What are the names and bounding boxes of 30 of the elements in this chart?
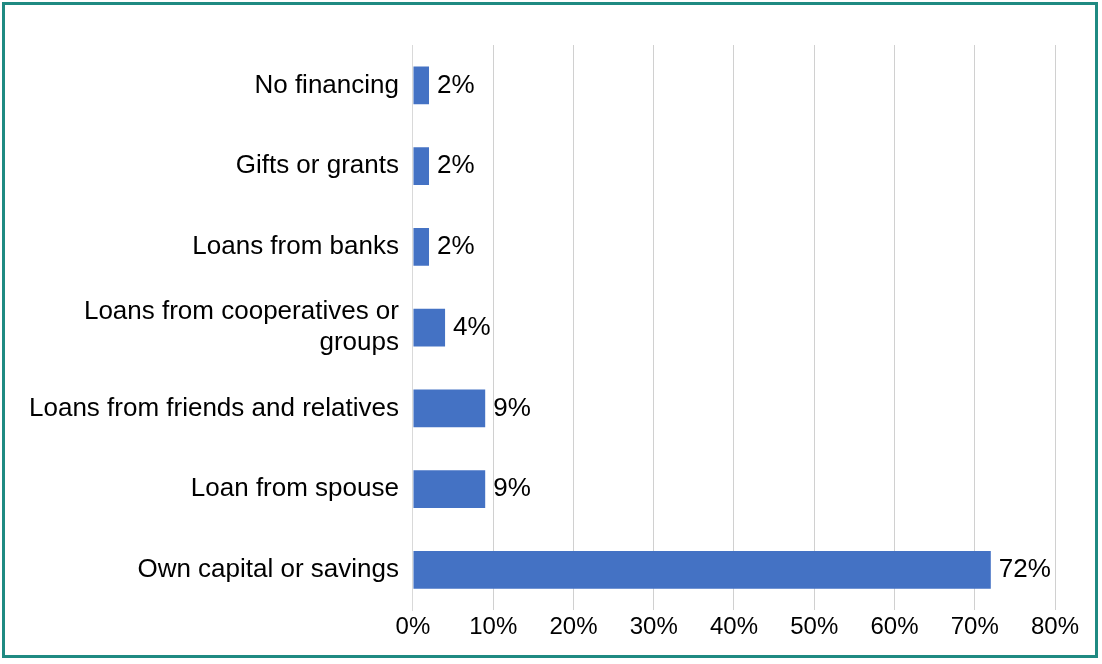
bar [413, 389, 486, 428]
x-tick-label: 10% [469, 612, 518, 640]
bar [413, 470, 486, 508]
y-tick-label: Gifts or grants [235, 149, 399, 180]
data-label: 2% [437, 230, 475, 261]
y-tick-label: Loans from banks [192, 230, 399, 261]
bar [413, 227, 430, 266]
bar [413, 66, 430, 105]
y-tick-label: Loans from friends and relatives [29, 391, 399, 422]
y-tick-label: No financing [254, 68, 399, 99]
x-tick-label: 70% [950, 612, 999, 640]
bar [413, 550, 991, 589]
data-label: 9% [493, 472, 531, 503]
x-tick-label: 60% [870, 612, 919, 640]
x-tick-label: 30% [629, 612, 678, 640]
bar [413, 308, 446, 347]
y-tick-label: Loans from cooperatives or groups [83, 295, 400, 357]
x-tick-label: 20% [549, 612, 598, 640]
data-label: 72% [998, 553, 1051, 583]
x-tick-label: 40% [709, 612, 759, 640]
data-label: 9% [493, 391, 531, 422]
y-tick-label: Loan from spouse [190, 472, 399, 503]
x-tick-label: 50% [790, 612, 839, 640]
y-tick-label: Own capital or savings [137, 553, 399, 583]
x-tick-label: 80% [1030, 612, 1080, 640]
bar [413, 147, 430, 185]
data-label: 2% [437, 68, 475, 99]
data-label: 2% [437, 149, 475, 180]
x-tick-label: 0% [395, 612, 431, 640]
data-label: 4% [453, 310, 491, 341]
